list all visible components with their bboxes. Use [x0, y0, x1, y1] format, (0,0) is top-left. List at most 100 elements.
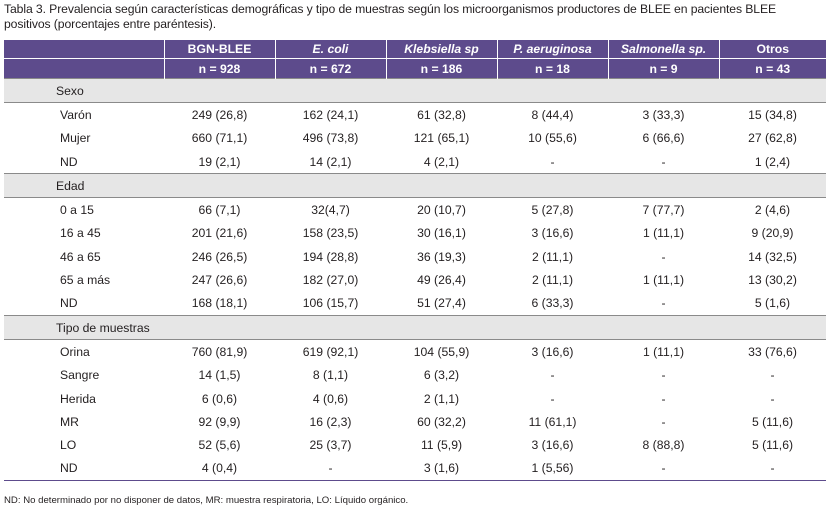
- column-count-p-aeruginosa: n = 18: [496, 58, 608, 79]
- table-cell: 5 (11,6): [751, 414, 794, 429]
- table-cell: 33 (76,6): [748, 344, 797, 359]
- row-label: Varón: [60, 107, 92, 122]
- table-cell: 4 (0,4): [164, 456, 275, 482]
- row-label: 65 a más: [60, 273, 111, 288]
- table-cell: 168 (18,1): [191, 296, 248, 311]
- table-cell: 4 (2,1): [423, 154, 460, 169]
- row-label: Mujer: [60, 131, 91, 146]
- table-cell: 61 (32,8): [417, 107, 466, 122]
- table-cell: -: [550, 154, 555, 169]
- table-cell: 14 (2,1): [309, 154, 352, 169]
- table-row: ND 168 (18,1) 106 (15,7) 51 (27,4) 6 (33,3) -…: [4, 292, 826, 316]
- header-row-names: BGN-BLEE E. coli Klebsiella sp P. aerugi…: [4, 40, 826, 59]
- table-cell: 194 (28,8): [302, 249, 359, 264]
- table-cell: 30 (16,1): [417, 226, 466, 241]
- row-label: ND: [60, 296, 78, 311]
- table-cell: -: [275, 456, 386, 482]
- table-cell: 6 (33,3): [531, 296, 574, 311]
- table-cell: 6 (66,6): [642, 131, 685, 146]
- table-cell: 3 (1,6): [386, 456, 497, 482]
- column-count-bgn-blee: n = 928: [163, 58, 275, 79]
- column-count-e-coli: n = 672: [274, 58, 386, 79]
- table-row: Varón 249 (26,8) 162 (24,1) 61 (32,8) 8 (44,…: [4, 103, 826, 127]
- table-cell: -: [550, 368, 555, 383]
- table-cell: 14 (32,5): [748, 249, 797, 264]
- table-cell: 20 (10,7): [417, 203, 466, 218]
- table-cell: 1 (11,1): [642, 344, 685, 359]
- table-cell: 249 (26,8): [191, 107, 248, 122]
- table-cell: 92 (9,9): [198, 414, 241, 429]
- table-cell: 27 (62,8): [748, 131, 797, 146]
- column-header-p-aeruginosa: P. aeruginosa: [496, 40, 608, 59]
- table-cell: 1 (5,56): [497, 456, 608, 482]
- column-count-klebsiella: n = 186: [385, 58, 497, 79]
- table-cell: -: [550, 391, 555, 406]
- table-cell: 11 (5,9): [420, 438, 463, 453]
- section-row: Sexo: [4, 77, 826, 104]
- table-row: Sangre 14 (1,5) 8 (1,1) 6 (3,2) - - -: [4, 364, 826, 387]
- table-cell: 11 (61,1): [528, 414, 577, 429]
- table-row: MR 92 (9,9) 16 (2,3) 60 (32,2) 11 (61,1) - 5 (…: [4, 410, 826, 433]
- table-cell: 496 (73,8): [302, 131, 359, 146]
- table-cell: 52 (5,6): [198, 438, 241, 453]
- table-cell: 201 (21,6): [191, 226, 248, 241]
- table-cell: 6 (0,6): [201, 391, 238, 406]
- row-label: ND: [4, 456, 164, 482]
- table-cell: 619 (92,1): [302, 344, 359, 359]
- table-cell: 7 (77,7): [642, 203, 685, 218]
- table-cell: 16 (2,3): [309, 414, 352, 429]
- table-cell: 162 (24,1): [302, 107, 359, 122]
- column-header-salmonella: Salmonella sp.: [607, 40, 719, 59]
- column-header-klebsiella: Klebsiella sp: [385, 40, 497, 59]
- row-label: 46 a 65: [60, 249, 101, 264]
- table-cell: -: [661, 368, 666, 383]
- row-label: 16 a 45: [60, 226, 101, 241]
- section-title: Edad: [4, 173, 826, 199]
- table-cell: -: [661, 154, 666, 169]
- table-cell: 36 (19,3): [417, 249, 466, 264]
- table-cell: -: [661, 249, 666, 264]
- column-header-bgn-blee: BGN-BLEE: [163, 40, 275, 59]
- table-cell: 3 (33,3): [642, 107, 685, 122]
- table-cell: 9 (20,9): [751, 226, 794, 241]
- table-cell: 66 (7,1): [198, 203, 241, 218]
- column-count-otros: n = 43: [718, 58, 826, 79]
- table-cell: 13 (30,2): [748, 273, 797, 288]
- table-row: ND 19 (2,1) 14 (2,1) 4 (2,1) - - 1 (2,4): [4, 150, 826, 174]
- table-cell: 158 (23,5): [302, 226, 359, 241]
- row-label: 0 a 15: [60, 203, 94, 218]
- section-row: Edad: [4, 173, 826, 199]
- table-cell: 2 (4,6): [754, 203, 791, 218]
- table-cell: -: [770, 391, 775, 406]
- table-cell: 6 (3,2): [423, 368, 460, 383]
- table-cell: 5 (27,8): [531, 203, 574, 218]
- row-label: ND: [60, 154, 78, 169]
- row-label: Herida: [60, 391, 96, 406]
- table-cell: -: [661, 296, 666, 311]
- column-header-otros: Otros: [718, 40, 826, 59]
- table-cell: 8 (88,8): [642, 438, 685, 453]
- table-row: 0 a 15 66 (7,1) 32(4,7) 20 (10,7) 5 (27,8) 7 …: [4, 198, 826, 222]
- table-cell: 5 (1,6): [754, 296, 791, 311]
- section-title: Sexo: [4, 77, 826, 104]
- table-cell: 8 (1,1): [312, 368, 349, 383]
- table-cell: 3 (16,6): [531, 226, 574, 241]
- column-count-salmonella: n = 9: [607, 58, 719, 79]
- header-row-counts: n = 928 n = 672 n = 186 n = 18 n = 9 n =…: [4, 58, 826, 79]
- table-cell: 49 (26,4): [417, 273, 466, 288]
- table-cell: -: [719, 456, 826, 482]
- table-cell: 15 (34,8): [748, 107, 797, 122]
- row-label: Orina: [60, 344, 90, 359]
- table-caption: Tabla 3. Prevalencia según característic…: [4, 2, 777, 31]
- table-cell: 3 (16,6): [531, 438, 574, 453]
- table-row: 16 a 45 201 (21,6) 158 (23,5) 30 (16,1) 3 (1…: [4, 222, 826, 245]
- table-cell: 104 (55,9): [413, 344, 470, 359]
- table-cell: 25 (3,7): [309, 438, 352, 453]
- table-cell: 60 (32,2): [417, 414, 466, 429]
- table-cell: 106 (15,7): [302, 296, 359, 311]
- table-cell: 10 (55,6): [528, 131, 577, 146]
- table-row: LO 52 (5,6) 25 (3,7) 11 (5,9) 3 (16,6) 8 (88,…: [4, 433, 826, 456]
- table-cell: -: [770, 368, 775, 383]
- table-cell: 2 (1,1): [423, 391, 460, 406]
- table-row: 65 a más 247 (26,6) 182 (27,0) 49 (26,4) 2 (…: [4, 268, 826, 291]
